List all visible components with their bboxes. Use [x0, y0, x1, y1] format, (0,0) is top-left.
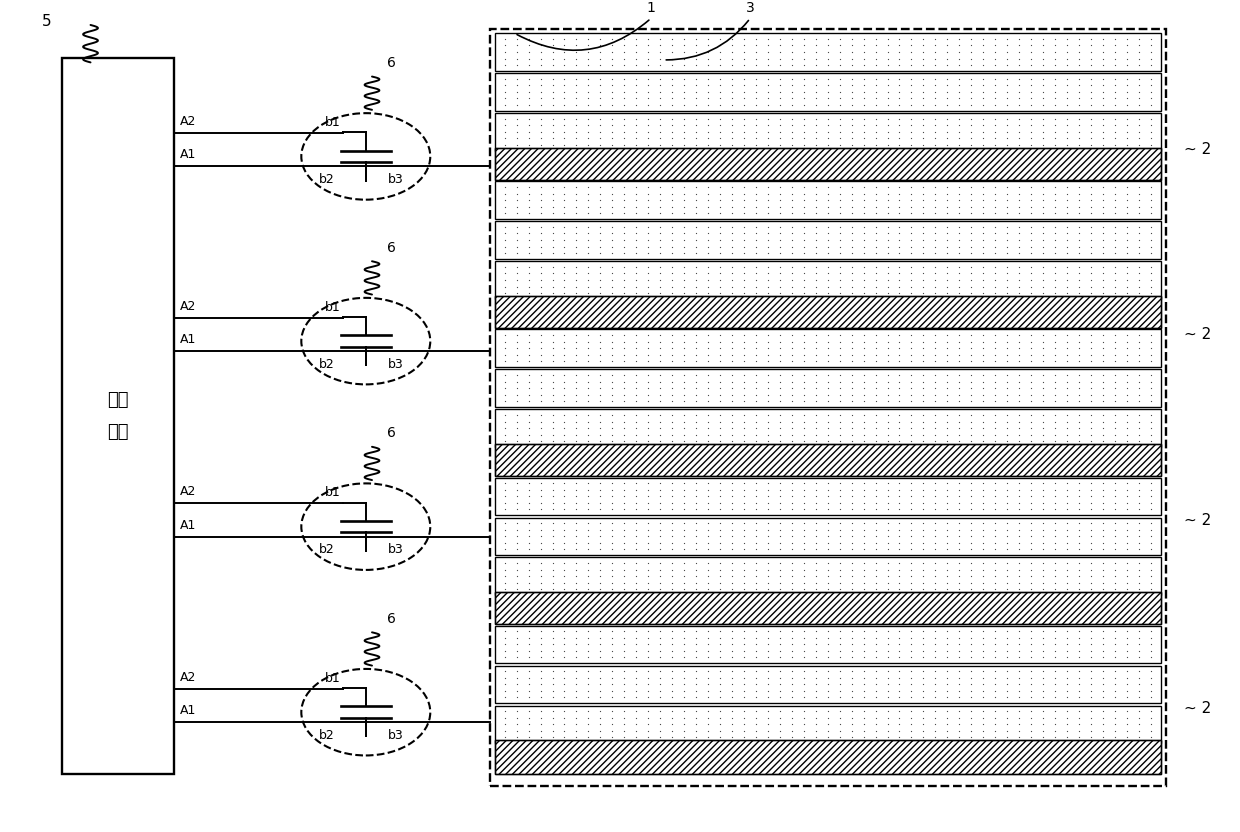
Bar [495, 666, 1161, 703]
Text: b3: b3 [388, 358, 404, 371]
Bar [495, 113, 1161, 151]
Text: b3: b3 [388, 543, 404, 557]
Bar [495, 369, 1161, 407]
Bar [495, 740, 1161, 774]
Bar [495, 557, 1161, 595]
Bar [495, 296, 1161, 328]
Text: A2: A2 [180, 671, 196, 684]
Bar [490, 29, 1166, 786]
Text: b3: b3 [388, 729, 404, 742]
Bar [495, 296, 1161, 328]
Text: b2: b2 [319, 173, 335, 186]
Bar [495, 740, 1161, 774]
Text: A2: A2 [180, 300, 196, 313]
Text: b1: b1 [325, 300, 341, 314]
Bar [495, 221, 1161, 259]
Text: b1: b1 [325, 671, 341, 685]
Bar [495, 148, 1161, 180]
Bar [495, 626, 1161, 663]
Text: A2: A2 [180, 115, 196, 128]
Bar [495, 478, 1161, 515]
Text: ∼ 2: ∼ 2 [1184, 142, 1211, 157]
Bar [495, 706, 1161, 743]
Text: b1: b1 [325, 486, 341, 499]
Text: 6: 6 [387, 426, 396, 440]
Bar [495, 409, 1161, 447]
Text: ∼ 2: ∼ 2 [1184, 513, 1211, 528]
Bar [495, 592, 1161, 624]
Bar [495, 518, 1161, 555]
Bar [62, 58, 174, 774]
Text: 6: 6 [387, 612, 396, 626]
Text: 6: 6 [387, 240, 396, 255]
Bar [495, 181, 1161, 219]
Text: A1: A1 [180, 333, 196, 346]
Text: 控制
模块: 控制 模块 [107, 391, 129, 441]
Text: ∼ 2: ∼ 2 [1184, 327, 1211, 342]
Text: b2: b2 [319, 543, 335, 557]
Text: 5: 5 [42, 14, 52, 29]
Text: A1: A1 [180, 148, 196, 161]
Text: 3: 3 [745, 1, 755, 15]
Text: b2: b2 [319, 729, 335, 742]
Text: A2: A2 [180, 485, 196, 498]
Bar [495, 444, 1161, 476]
Text: 6: 6 [387, 56, 396, 70]
Bar [495, 261, 1161, 299]
Text: 1: 1 [646, 1, 656, 15]
Text: b3: b3 [388, 173, 404, 186]
Text: b2: b2 [319, 358, 335, 371]
Text: b1: b1 [325, 116, 341, 129]
Bar [495, 148, 1161, 180]
Text: A1: A1 [180, 704, 196, 717]
Bar [495, 592, 1161, 624]
Bar [495, 33, 1161, 71]
Bar [495, 444, 1161, 476]
Text: ∼ 2: ∼ 2 [1184, 701, 1211, 716]
Text: A1: A1 [180, 518, 196, 532]
Bar [495, 329, 1161, 367]
Bar [495, 73, 1161, 111]
